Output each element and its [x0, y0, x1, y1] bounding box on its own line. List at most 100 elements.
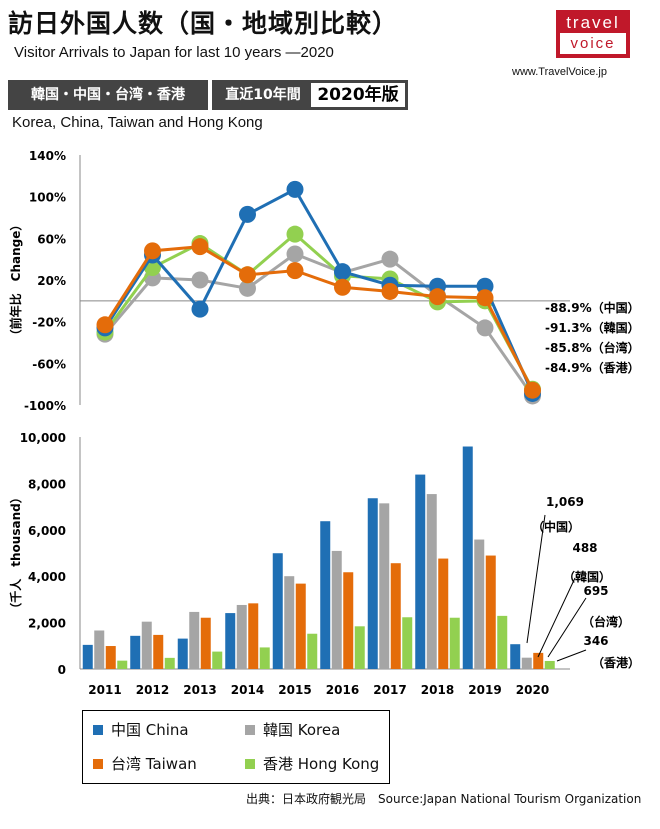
source-note: 出典：日本政府観光局 Source:Japan National Tourism…: [246, 792, 642, 806]
x-tick-label: 2014: [231, 683, 264, 697]
bar-annotation-leader: [526, 514, 546, 644]
bar-annotation-leader: [537, 577, 576, 658]
legend-label-korea: 韓国 Korea: [263, 721, 341, 739]
regions-tag: 韓国・中国・台湾・香港: [8, 80, 208, 110]
bar-korea: [331, 550, 342, 669]
legend-label-china: 中国 China: [111, 721, 189, 739]
x-tick-label: 2013: [183, 683, 216, 697]
line-point-taiwan: [239, 266, 256, 284]
x-tick-label: 2011: [88, 683, 121, 697]
line-point-china: [239, 205, 256, 223]
bar-china: [367, 498, 378, 669]
line-point-taiwan: [429, 288, 446, 306]
line-annotation: -88.9%（中国）: [545, 300, 640, 315]
bar-china: [462, 446, 473, 669]
bar-hongkong: [544, 660, 555, 669]
bar-korea: [141, 621, 152, 669]
bar-annotation-label: （台湾）: [582, 614, 630, 629]
bar-china: [510, 644, 521, 669]
bar-taiwan: [438, 558, 449, 669]
legend-label-taiwan: 台湾 Taiwan: [111, 755, 197, 773]
bar-hongkong: [259, 647, 270, 669]
edition-tag: 2020年版: [311, 83, 405, 107]
legend-swatch-china: [93, 724, 103, 735]
bar-korea: [189, 611, 200, 669]
x-tick-label: 2015: [278, 683, 311, 697]
line-point-korea: [286, 245, 304, 263]
line-point-taiwan: [191, 238, 209, 256]
legend-item-hongkong: 香港 Hong Kong: [245, 753, 379, 774]
x-tick-label: 2016: [326, 683, 359, 697]
bar-y-tick-label: 2,000: [28, 617, 66, 631]
line-point-china: [191, 300, 209, 318]
bar-y-tick-label: 0: [58, 663, 66, 677]
bar-y-tick-label: 4,000: [28, 570, 66, 584]
bar-annotation-value: 1,069: [546, 495, 584, 509]
bar-taiwan: [248, 603, 259, 669]
line-point-taiwan: [381, 282, 399, 300]
bar-taiwan: [343, 572, 354, 669]
line-point-taiwan: [286, 262, 304, 280]
legend-item-china: 中国 China: [93, 719, 189, 740]
line-annotation: -84.9%（香港）: [545, 360, 640, 375]
bar-hongkong: [212, 651, 223, 669]
bar-korea: [521, 657, 532, 669]
bar-china: [415, 474, 426, 669]
bar-annotation-label: （香港）: [592, 655, 640, 670]
site-url: www.TravelVoice.jp: [512, 66, 607, 78]
bar-taiwan: [390, 563, 401, 669]
line-y-tick-label: -60%: [32, 357, 66, 371]
legend-swatch-korea: [245, 724, 255, 735]
bar-annotation-value: 695: [583, 584, 608, 598]
line-point-china: [334, 263, 351, 281]
bar-y-tick-label: 8,000: [28, 477, 66, 491]
bar-china: [130, 635, 141, 669]
bar-y-tick-label: 10,000: [20, 431, 66, 445]
line-y-tick-label: 140%: [29, 149, 66, 163]
line-y-tick-label: 100%: [29, 191, 66, 205]
bar-y-tick-label: 6,000: [28, 524, 66, 538]
x-tick-label: 2020: [516, 683, 549, 697]
line-series-china: [103, 187, 534, 395]
bar-annotation-leader: [556, 649, 587, 662]
bar-korea: [379, 503, 390, 669]
line-series-korea: [103, 252, 534, 397]
line-point-korea: [381, 250, 399, 268]
bar-y-axis-label: （千人 thousand）: [8, 491, 23, 614]
line-y-tick-label: -100%: [24, 399, 66, 413]
bar-annotation-value: 488: [572, 541, 597, 555]
chart-legend: 中国 China 韓国 Korea 台湾 Taiwan 香港 Hong Kong: [82, 710, 390, 784]
bar-taiwan: [533, 652, 544, 669]
bar-china: [177, 638, 188, 669]
bar-annotation-leader: [547, 597, 587, 658]
line-point-hongkong: [286, 225, 304, 243]
page-title: 訪日外国人数（国・地域別比較）: [8, 9, 399, 38]
legend-item-korea: 韓国 Korea: [245, 719, 340, 740]
line-point-taiwan: [334, 278, 351, 296]
bar-hongkong: [307, 633, 318, 669]
page-subtitle-en: Visitor Arrivals to Japan for last 10 ye…: [14, 44, 334, 61]
bar-hongkong: [354, 626, 365, 669]
bar-hongkong: [449, 617, 460, 669]
bar-taiwan: [295, 583, 306, 669]
bar-china: [272, 553, 283, 669]
bar-hongkong: [117, 660, 128, 669]
bar-annotation-value: 346: [583, 634, 608, 648]
legend-swatch-taiwan: [93, 758, 103, 769]
bar-china: [82, 644, 93, 669]
x-tick-label: 2019: [468, 683, 501, 697]
logo-bottom-text: voice: [560, 33, 626, 54]
regions-subtitle: Korea, China, Taiwan and Hong Kong: [12, 114, 263, 131]
line-series-taiwan: [103, 245, 534, 391]
bar-taiwan: [153, 634, 164, 669]
line-point-korea: [191, 271, 209, 289]
bar-hongkong: [402, 617, 413, 669]
legend-item-taiwan: 台湾 Taiwan: [93, 753, 197, 774]
line-point-taiwan: [524, 381, 541, 399]
bar-korea: [284, 576, 295, 669]
line-annotation: -91.3%（韓国）: [545, 320, 640, 335]
bar-hongkong: [164, 657, 175, 669]
period-tag: 直近10年間: [225, 87, 301, 103]
bar-taiwan: [485, 555, 496, 669]
